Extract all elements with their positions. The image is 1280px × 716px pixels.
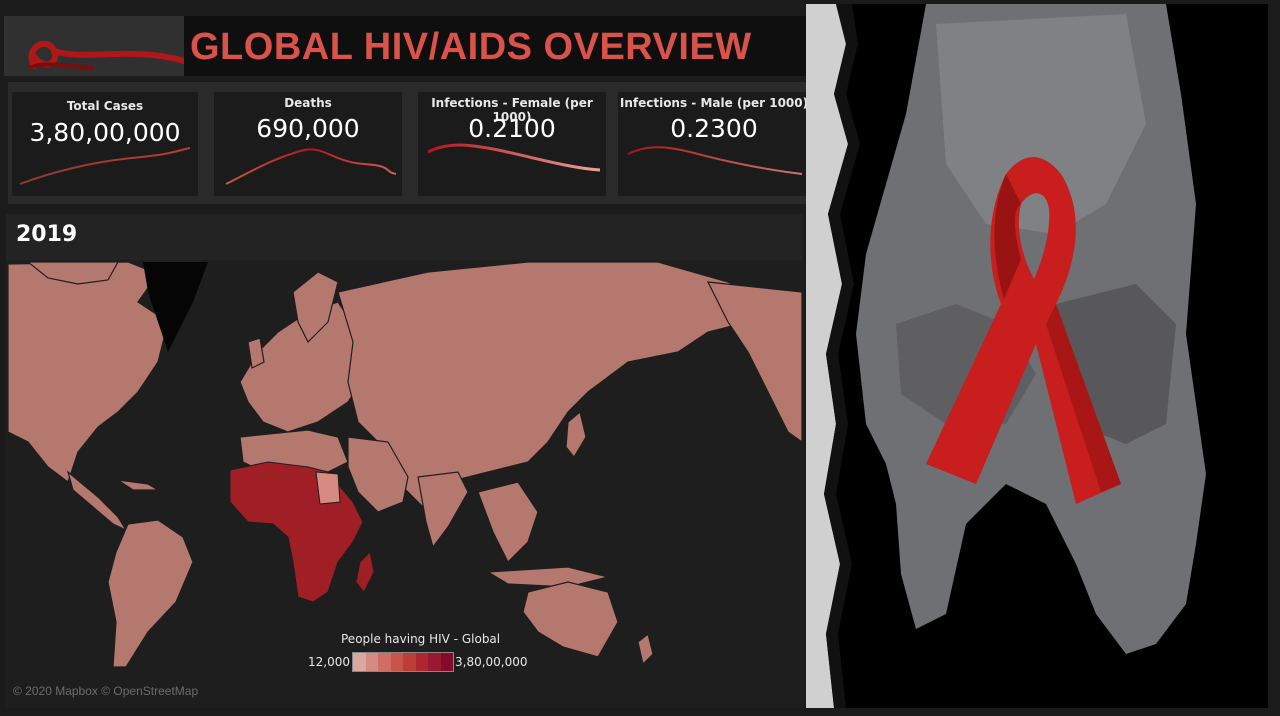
legend-min-value: 12,000 bbox=[308, 655, 350, 669]
scandinavia bbox=[292, 271, 339, 344]
kpi-total-cases[interactable]: Total Cases 3,80,00,000 bbox=[12, 92, 198, 196]
kpi-label: Deaths bbox=[284, 96, 332, 110]
kpi-label: Infections - Female (per 1000) bbox=[431, 96, 593, 124]
uk-ireland bbox=[247, 337, 265, 369]
greenland bbox=[143, 262, 208, 352]
kpi-value: 0.2300 bbox=[670, 114, 758, 143]
india bbox=[417, 471, 469, 549]
kpi-label: Infections - Male (per 1000) bbox=[619, 96, 809, 110]
total-cases-sparkline bbox=[19, 147, 191, 185]
female-infections-sparkline bbox=[427, 143, 601, 172]
indonesia bbox=[486, 566, 609, 588]
sudan bbox=[315, 471, 341, 505]
world-map[interactable] bbox=[8, 262, 802, 670]
kpi-value: 0.2100 bbox=[468, 114, 556, 143]
japan bbox=[565, 410, 587, 459]
legend-title: People having HIV - Global bbox=[341, 632, 501, 646]
madagascar bbox=[355, 550, 375, 593]
kpi-value: 690,000 bbox=[256, 114, 360, 143]
kpi-label: Total Cases bbox=[66, 99, 144, 113]
central-america bbox=[66, 470, 128, 532]
ribbon-thumbnail-icon bbox=[4, 16, 184, 76]
map-attribution[interactable]: © 2020 Mapbox © OpenStreetMap bbox=[13, 684, 199, 698]
title-bar: GLOBAL HIV/AIDS OVERVIEW bbox=[4, 16, 825, 76]
male-infections-sparkline bbox=[627, 146, 803, 175]
new-zealand bbox=[637, 632, 654, 666]
southeast-asia bbox=[477, 481, 539, 564]
caribbean bbox=[117, 479, 161, 491]
hand-holding-red-ribbon-image bbox=[806, 4, 1268, 708]
kpi-deaths[interactable]: Deaths 690,000 bbox=[214, 92, 402, 196]
year-header: 2019 bbox=[6, 214, 802, 260]
russia-asia bbox=[337, 262, 770, 513]
page-title: GLOBAL HIV/AIDS OVERVIEW bbox=[190, 26, 752, 68]
arctic-islands bbox=[27, 262, 119, 285]
middle-east bbox=[347, 436, 409, 513]
legend-color-ramp bbox=[352, 652, 454, 672]
kpi-panel: Total Cases 3,80,00,000 Deaths 690,000 I… bbox=[8, 82, 818, 204]
kpi-infections-female[interactable]: Infections - Female (per 1000) 0.2100 bbox=[418, 92, 606, 196]
kpi-value: 3,80,00,000 bbox=[29, 118, 181, 147]
australia bbox=[522, 581, 619, 658]
legend-max-value: 3,80,00,000 bbox=[455, 655, 528, 669]
south-america bbox=[107, 519, 194, 668]
far-east-right bbox=[706, 281, 802, 443]
kpi-infections-male[interactable]: Infections - Male (per 1000) 0.2300 bbox=[618, 92, 810, 196]
year-label: 2019 bbox=[16, 222, 78, 247]
deaths-sparkline bbox=[225, 148, 397, 185]
map-panel: 2019 bbox=[6, 214, 804, 708]
